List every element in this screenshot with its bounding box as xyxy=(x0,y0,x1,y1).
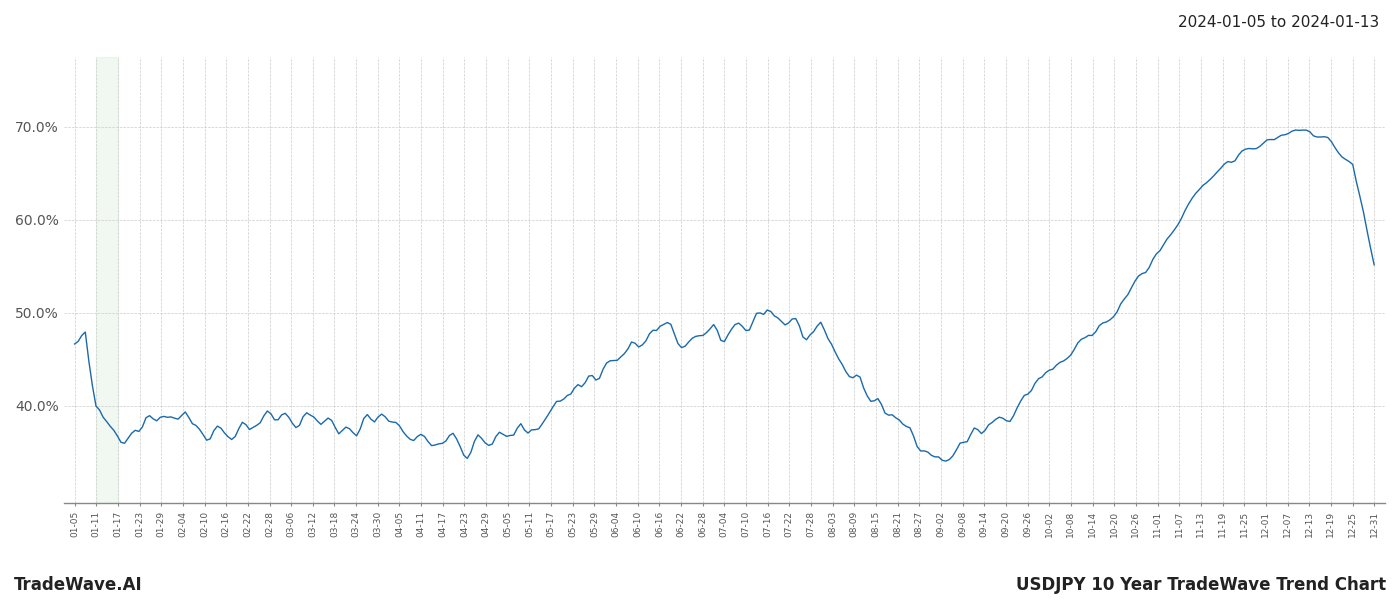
Text: 2024-01-05 to 2024-01-13: 2024-01-05 to 2024-01-13 xyxy=(1177,15,1379,30)
Text: USDJPY 10 Year TradeWave Trend Chart: USDJPY 10 Year TradeWave Trend Chart xyxy=(1016,576,1386,594)
Text: TradeWave.AI: TradeWave.AI xyxy=(14,576,143,594)
Bar xyxy=(97,57,118,503)
